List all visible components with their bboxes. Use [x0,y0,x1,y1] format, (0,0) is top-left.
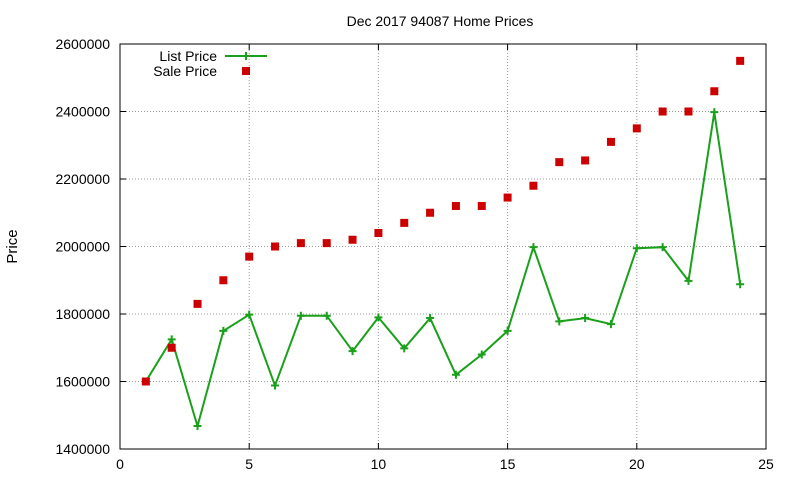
sale-price-point [245,252,254,261]
sale-price-point [271,242,280,251]
chart-title: Dec 2017 94087 Home Prices [347,13,534,29]
sale-price-point [736,56,745,65]
list-price-point [271,381,280,390]
y-tick-label: 2200000 [55,171,110,187]
sale-price-point [632,124,641,133]
legend-list-price-marker [242,52,250,60]
sale-price-point [581,156,590,165]
sale-price-point [555,158,564,167]
list-price-point [322,311,331,320]
list-price-point [710,108,719,117]
list-price-point [606,320,615,329]
list-price-point [477,350,486,359]
list-price-line [144,112,742,430]
x-tick-label: 0 [116,456,124,472]
sale-price-point [322,239,331,248]
legend-sale-price-label: Sale Price [153,63,217,79]
x-tick-label: 15 [500,456,516,472]
sale-price-point [684,107,693,116]
sale-price-point [141,377,150,386]
sale-price-point [658,107,667,116]
list-price-point [167,335,176,344]
list-price-point [503,326,512,335]
list-price-point [555,317,564,326]
list-price-point [581,314,590,323]
list-price-point [348,347,357,356]
legend: List Price Sale Price [153,48,267,79]
list-price-point [245,310,254,319]
sale-price-point [400,218,409,227]
sale-price-point [529,181,538,190]
list-price-point [632,244,641,253]
legend-sale-price-marker [242,67,250,75]
list-price-point [296,311,305,320]
y-tick-label: 2000000 [55,239,110,255]
list-price-point [451,370,460,379]
legend-sale-price-swatch [242,67,250,75]
list-price-point [400,344,409,353]
sale-price-point [167,343,176,352]
y-tick-label: 2400000 [55,104,110,120]
series-sale-price [141,56,745,386]
x-tick-label: 20 [629,456,645,472]
list-price-point [684,276,693,285]
sale-price-point [710,87,719,96]
y-tick-label: 2600000 [55,36,110,52]
list-price-point [658,243,667,252]
y-tick-label: 1400000 [55,441,110,457]
legend-list-price-swatch [225,52,267,60]
list-price-point [426,314,435,323]
legend-list-price-label: List Price [159,48,217,64]
x-axis-ticks: 0 5 10 15 20 25 [116,44,774,472]
plot-frame [119,43,767,450]
list-price-point [529,243,538,252]
sale-price-point [451,202,460,210]
y-tick-label: 1600000 [55,374,110,390]
sale-price-point [296,239,305,248]
sale-price-point [477,202,486,210]
sale-price-point [606,137,615,146]
sale-price-point [503,193,512,202]
y-axis-label: Price [4,229,21,263]
list-price-point [736,280,745,289]
sale-price-point [426,208,435,217]
sale-price-point [374,229,383,237]
x-tick-label: 25 [758,456,774,472]
sale-price-point [193,299,202,308]
sale-price-point [348,235,357,244]
x-tick-label: 10 [371,456,387,472]
sale-price-point [219,276,228,285]
list-price-point [374,313,383,322]
list-price-point [193,422,202,431]
y-tick-label: 1800000 [55,306,110,322]
list-price-point [219,326,228,335]
x-tick-label: 5 [245,456,253,472]
